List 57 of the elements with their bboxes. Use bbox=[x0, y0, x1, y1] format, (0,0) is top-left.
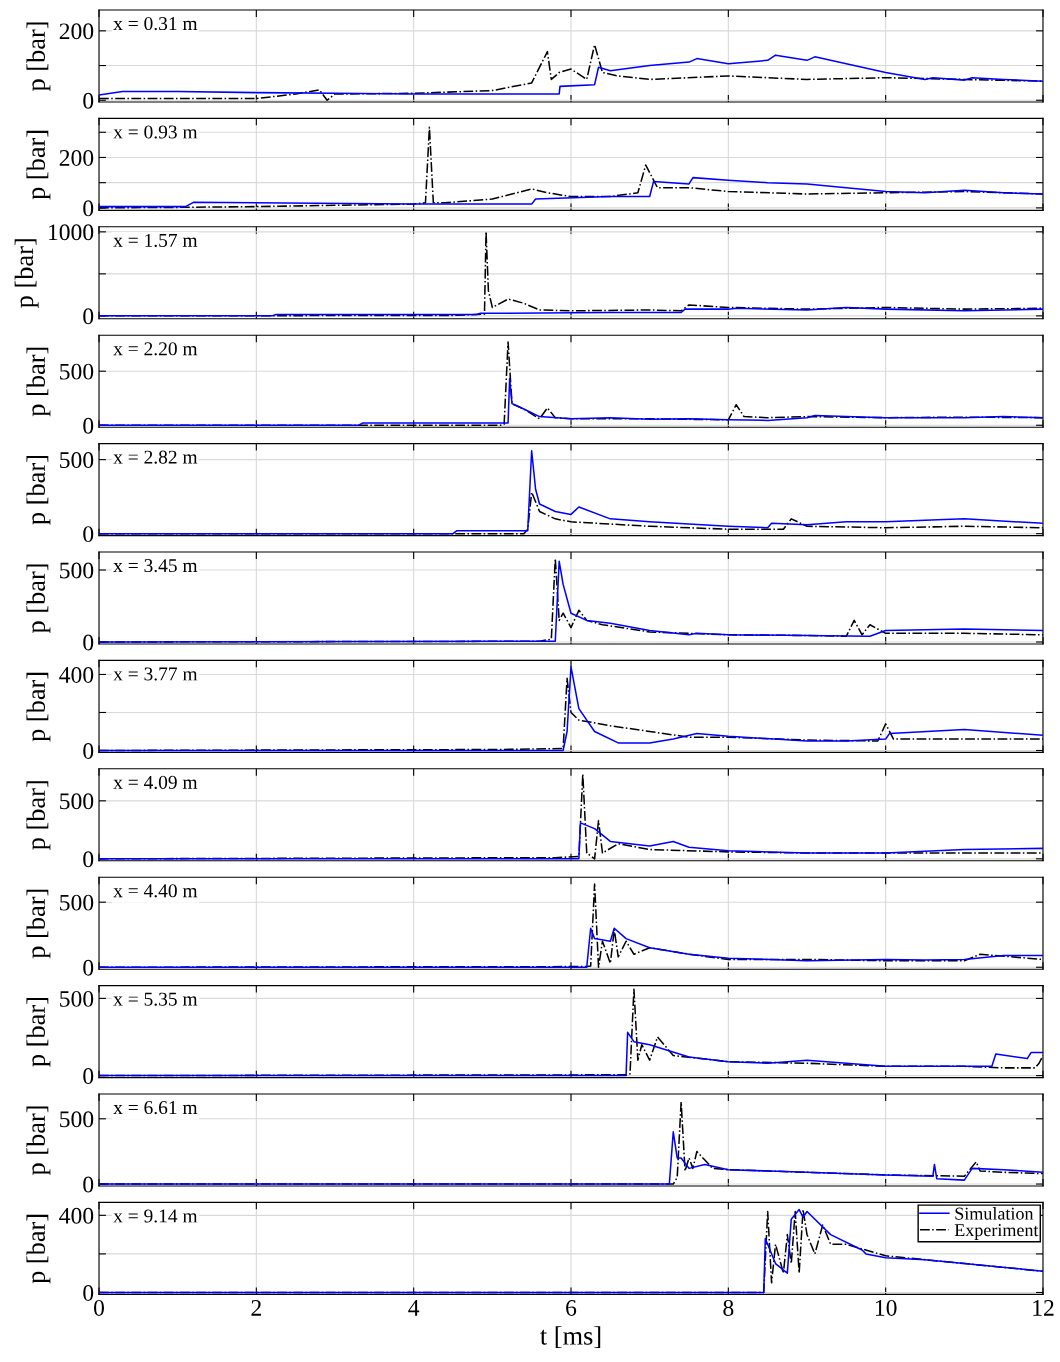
y-tick-label: 200 bbox=[59, 149, 94, 166]
y-tick-label: 500 bbox=[60, 990, 94, 1007]
legend-label: Experiment bbox=[954, 1224, 1039, 1240]
y-tick-label: 500 bbox=[60, 894, 94, 911]
y-tick-label: 0 bbox=[83, 851, 94, 868]
x-axis-title: t [ms] bbox=[540, 1326, 601, 1349]
y-tick-label: 0 bbox=[83, 1068, 94, 1085]
y-tick-label: 1000 bbox=[48, 224, 94, 241]
annotation: x = 2.82 m bbox=[113, 450, 198, 464]
y-tick-label: 0 bbox=[83, 417, 94, 434]
y-tick-label: 0 bbox=[83, 200, 94, 217]
y-axis-title: p [bar] bbox=[26, 564, 51, 634]
y-axis-title: p [bar] bbox=[26, 998, 51, 1067]
annotation: x = 6.61 m bbox=[113, 1101, 198, 1115]
annotation: x = 3.45 m bbox=[113, 559, 198, 573]
y-axis-title: p [bar] bbox=[26, 1214, 51, 1284]
y-tick-label: 0 bbox=[83, 634, 94, 651]
y-axis-title: p [bar] bbox=[26, 1106, 51, 1176]
annotation: x = 9.14 m bbox=[113, 1209, 198, 1223]
y-axis-title: p [bar] bbox=[26, 781, 51, 850]
y-tick-label: 500 bbox=[60, 363, 94, 380]
annotation: x = 4.40 m bbox=[113, 884, 198, 898]
x-tick-label: 2 bbox=[251, 1300, 261, 1316]
legend-label: Simulation bbox=[955, 1207, 1034, 1220]
annotation: x = 4.09 m bbox=[113, 775, 198, 790]
x-tick-label: 12 bbox=[1033, 1300, 1054, 1316]
y-axis-title: p [bar] bbox=[26, 130, 51, 200]
y-axis-title: p [bar] bbox=[26, 889, 51, 959]
y-tick-label: 0 bbox=[83, 92, 94, 109]
y-axis-title: p [bar] bbox=[26, 347, 51, 417]
y-tick-label: 0 bbox=[83, 1176, 94, 1193]
y-tick-label: 0 bbox=[83, 959, 94, 976]
annotation: x = 2.20 m bbox=[113, 342, 198, 356]
x-tick-label: 8 bbox=[723, 1299, 734, 1316]
y-tick-label: 500 bbox=[60, 793, 94, 810]
annotation: x = 0.31 m bbox=[113, 17, 198, 31]
y-axis-title: p [bar] bbox=[14, 239, 39, 308]
annotation: x = 0.93 m bbox=[113, 125, 198, 139]
y-tick-label: 400 bbox=[59, 666, 94, 683]
y-tick-label: 0 bbox=[83, 1284, 94, 1301]
y-tick-label: 0 bbox=[83, 526, 94, 543]
annotation: x = 5.35 m bbox=[113, 992, 198, 1006]
y-axis-title: p [bar] bbox=[26, 22, 51, 92]
y-tick-label: 400 bbox=[59, 1207, 94, 1224]
annotation: x = 3.77 m bbox=[113, 667, 198, 681]
y-tick-label: 0 bbox=[83, 308, 94, 325]
y-axis-title: p [bar] bbox=[26, 672, 51, 742]
y-tick-label: 0 bbox=[83, 742, 94, 759]
y-tick-label: 200 bbox=[59, 23, 94, 40]
y-axis-title: p [bar] bbox=[26, 456, 51, 525]
annotation: x = 1.57 m bbox=[113, 233, 198, 248]
x-tick-label: 4 bbox=[408, 1300, 420, 1316]
y-tick-label: 500 bbox=[60, 452, 94, 469]
y-tick-label: 500 bbox=[60, 562, 94, 579]
x-tick-label: 6 bbox=[566, 1300, 577, 1316]
y-tick-label: 500 bbox=[60, 1111, 94, 1128]
x-tick-label: 10 bbox=[875, 1299, 897, 1316]
